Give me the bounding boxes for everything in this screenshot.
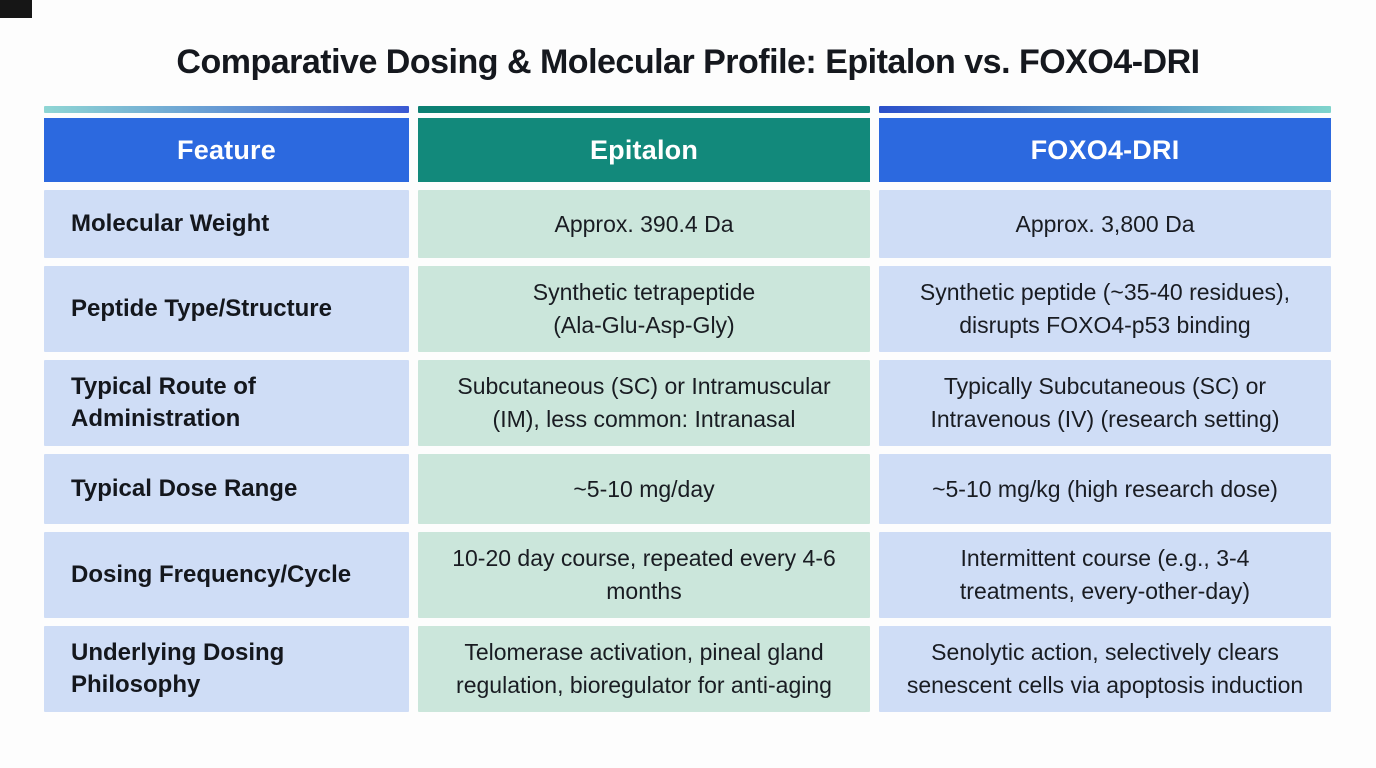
page-title: Comparative Dosing & Molecular Profile: … bbox=[176, 43, 1200, 81]
epitalon-column-accent-bar bbox=[418, 106, 870, 113]
table-row-dosing-philosophy: Underlying Dosing Philosophy Telomerase … bbox=[44, 626, 1334, 712]
screen-corner-artifact bbox=[0, 0, 32, 18]
epitalon-value: Subcutaneous (SC) or Intramuscular (IM),… bbox=[418, 360, 870, 446]
header-feature: Feature bbox=[44, 118, 409, 182]
epitalon-value: Approx. 390.4 Da bbox=[418, 190, 870, 258]
foxo4-value: Senolytic action, selectively clears sen… bbox=[879, 626, 1331, 712]
header-foxo4-dri: FOXO4-DRI bbox=[879, 118, 1331, 182]
foxo4-value: Typically Subcutaneous (SC) or Intraveno… bbox=[879, 360, 1331, 446]
feature-column-accent-bar bbox=[44, 106, 409, 113]
foxo4-value: ~5-10 mg/kg (high research dose) bbox=[879, 454, 1331, 524]
table-row-dose-range: Typical Dose Range ~5-10 mg/day ~5-10 mg… bbox=[44, 454, 1334, 524]
header-epitalon: Epitalon bbox=[418, 118, 870, 182]
table-row-molecular-weight: Molecular Weight Approx. 390.4 Da Approx… bbox=[44, 190, 1334, 258]
foxo4-value: Intermittent course (e.g., 3-4 treatment… bbox=[879, 532, 1331, 618]
table-row-route-of-administration: Typical Route of Administration Subcutan… bbox=[44, 360, 1334, 446]
column-accent-bars bbox=[44, 106, 1334, 113]
feature-label: Underlying Dosing Philosophy bbox=[44, 626, 409, 712]
feature-label: Molecular Weight bbox=[44, 190, 409, 258]
feature-label: Typical Route of Administration bbox=[44, 360, 409, 446]
epitalon-value: 10-20 day course, repeated every 4-6 mon… bbox=[418, 532, 870, 618]
foxo4-column-accent-bar bbox=[879, 106, 1331, 113]
feature-label: Dosing Frequency/Cycle bbox=[44, 532, 409, 618]
table-row-peptide-type: Peptide Type/Structure Synthetic tetrape… bbox=[44, 266, 1334, 352]
table-row-dosing-frequency: Dosing Frequency/Cycle 10-20 day course,… bbox=[44, 532, 1334, 618]
feature-label: Typical Dose Range bbox=[44, 454, 409, 524]
epitalon-value: ~5-10 mg/day bbox=[418, 454, 870, 524]
table-header-row: Feature Epitalon FOXO4-DRI bbox=[44, 118, 1334, 182]
foxo4-value: Approx. 3,800 Da bbox=[879, 190, 1331, 258]
epitalon-value: Telomerase activation, pineal gland regu… bbox=[418, 626, 870, 712]
feature-label: Peptide Type/Structure bbox=[44, 266, 409, 352]
comparison-table: Feature Epitalon FOXO4-DRI Molecular Wei… bbox=[44, 106, 1334, 720]
foxo4-value: Synthetic peptide (~35-40 residues), dis… bbox=[879, 266, 1331, 352]
epitalon-value: Synthetic tetrapeptide (Ala-Glu-Asp-Gly) bbox=[418, 266, 870, 352]
